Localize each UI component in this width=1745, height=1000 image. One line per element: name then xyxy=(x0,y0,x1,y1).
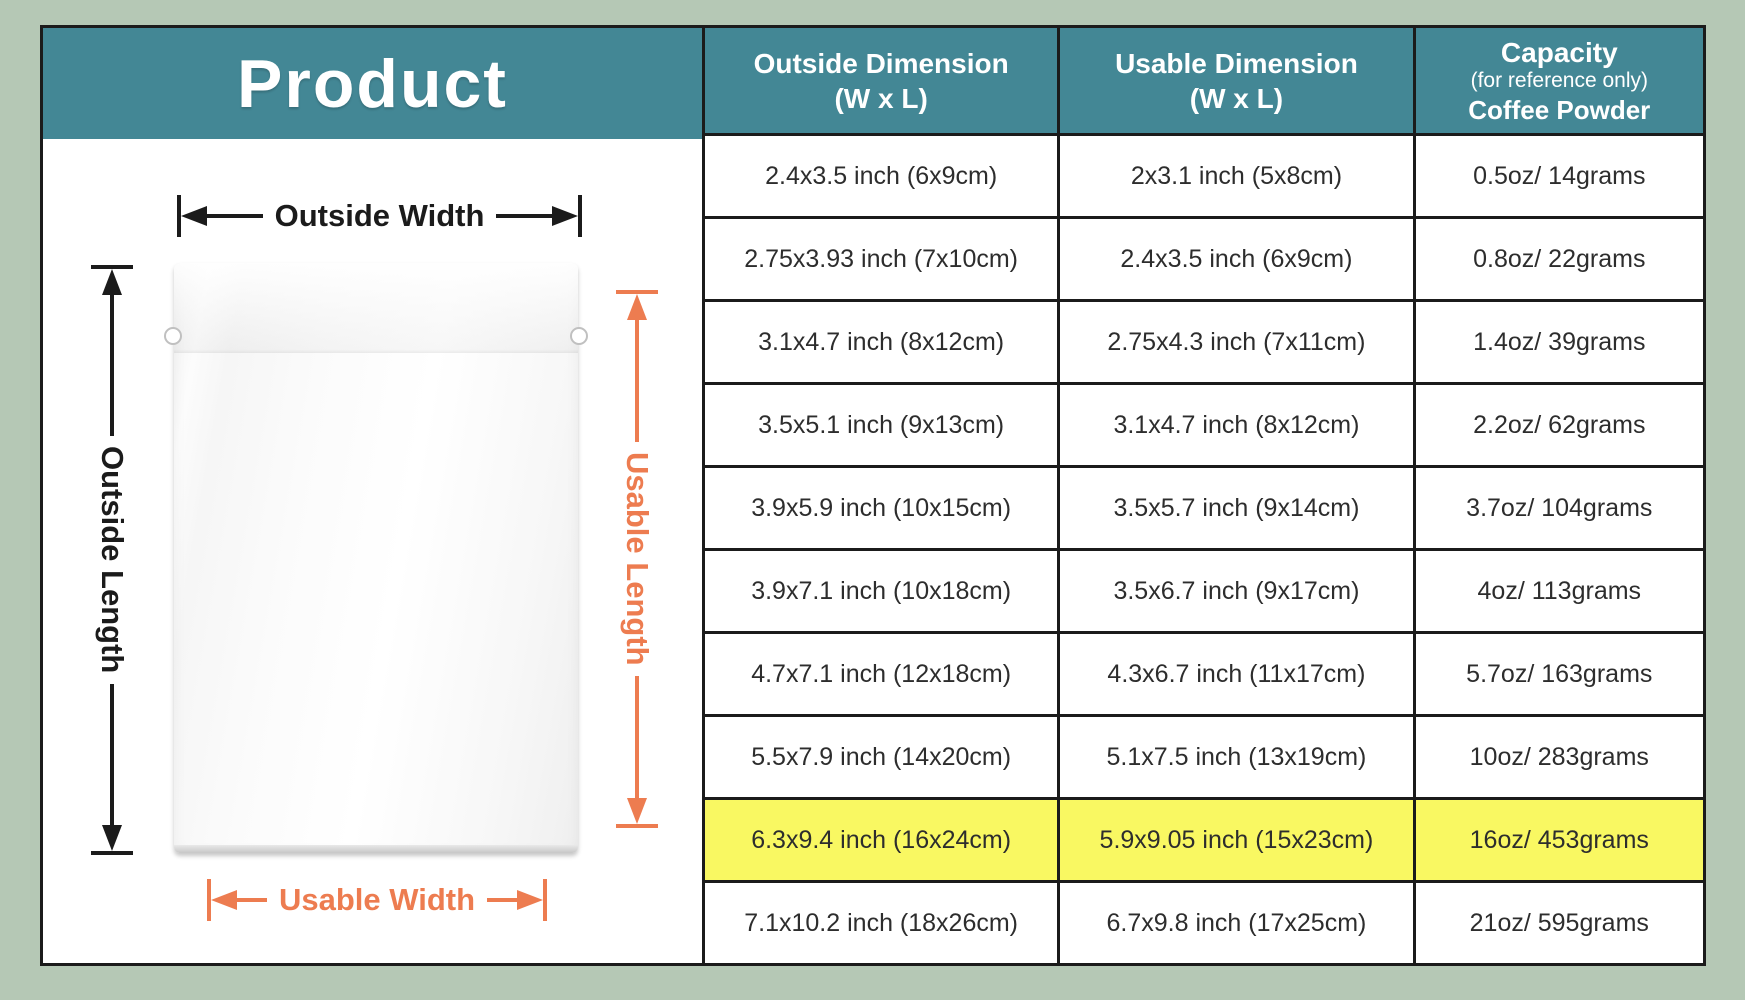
product-size-chart: Product Outside Width O xyxy=(40,25,1706,966)
cell-capacity: 5.7oz/ 163grams xyxy=(1415,634,1703,714)
header-cell-outside-dimension: Outside Dimension (W x L) xyxy=(705,28,1058,133)
cell-capacity: 4oz/ 113grams xyxy=(1415,551,1703,631)
cell-capacity: 21oz/ 595grams xyxy=(1415,883,1703,963)
arrow-end-tick xyxy=(91,265,133,269)
product-header: Product xyxy=(43,28,702,139)
arrow-end-tick xyxy=(616,290,658,294)
cell-usable-dimension: 4.3x6.7 inch (11x17cm) xyxy=(1060,634,1413,714)
arrow-line xyxy=(110,295,114,437)
cell-outside-dimension: 5.5x7.9 inch (14x20cm) xyxy=(705,717,1058,797)
cell-usable-dimension: 2.75x4.3 inch (7x11cm) xyxy=(1060,302,1413,382)
cell-usable-dimension: 3.5x5.7 inch (9x14cm) xyxy=(1060,468,1413,548)
cell-outside-dimension: 3.5x5.1 inch (9x13cm) xyxy=(705,385,1058,465)
arrow-end-tick xyxy=(543,879,548,921)
column-title: Usable Dimension xyxy=(1115,47,1358,79)
cell-usable-dimension: 3.5x6.7 inch (9x17cm) xyxy=(1060,551,1413,631)
cell-usable-dimension: 6.7x9.8 inch (17x25cm) xyxy=(1060,883,1413,963)
cell-capacity: 10oz/ 283grams xyxy=(1415,717,1703,797)
arrow-end-tick xyxy=(177,195,181,237)
cell-capacity: 1.4oz/ 39grams xyxy=(1415,302,1703,382)
arrow-line xyxy=(635,675,639,798)
arrow-line xyxy=(110,683,114,826)
tear-notch-left-icon xyxy=(164,327,182,345)
arrow-line xyxy=(237,898,267,902)
column-subtitle2: Coffee Powder xyxy=(1468,94,1651,125)
arrow-right-icon xyxy=(517,890,544,910)
cell-usable-dimension: 2x3.1 inch (5x8cm) xyxy=(1060,136,1413,216)
cell-capacity: 16oz/ 453grams xyxy=(1415,800,1703,880)
arrow-end-tick xyxy=(91,851,133,856)
arrow-left-icon xyxy=(181,206,207,226)
usable-width-label: Usable Width xyxy=(278,882,476,917)
pouch-bag-image xyxy=(164,263,588,853)
arrow-up-icon xyxy=(627,294,647,320)
bag-dimension-diagram: Outside Width Outside Length Usa xyxy=(43,139,702,963)
cell-outside-dimension: 3.9x5.9 inch (10x15cm) xyxy=(705,468,1058,548)
cell-capacity: 0.8oz/ 22grams xyxy=(1415,219,1703,299)
arrow-line xyxy=(487,898,518,902)
outside-length-arrow: Outside Length xyxy=(90,265,134,856)
header-cell-capacity: Capacity (for reference only) Coffee Pow… xyxy=(1415,28,1703,133)
header-cell-usable-dimension: Usable Dimension (W x L) xyxy=(1060,28,1413,133)
column-subtitle: (W x L) xyxy=(1189,82,1284,114)
arrow-up-icon xyxy=(102,269,122,295)
arrow-line xyxy=(207,214,263,218)
cell-capacity: 2.2oz/ 62grams xyxy=(1415,385,1703,465)
arrow-right-icon xyxy=(552,206,578,226)
outside-length-label: Outside Length xyxy=(95,446,130,674)
arrow-line xyxy=(635,320,639,443)
arrow-end-tick xyxy=(616,824,658,828)
cell-outside-dimension: 2.75x3.93 inch (7x10cm) xyxy=(705,219,1058,299)
tear-notch-right-icon xyxy=(570,327,588,345)
cell-usable-dimension: 2.4x3.5 inch (6x9cm) xyxy=(1060,219,1413,299)
arrow-down-icon xyxy=(627,798,647,824)
arrow-line xyxy=(496,214,552,218)
product-title: Product xyxy=(237,45,508,122)
usable-length-arrow: Usable Length xyxy=(615,290,659,828)
cell-outside-dimension: 2.4x3.5 inch (6x9cm) xyxy=(705,136,1058,216)
usable-length-label: Usable Length xyxy=(620,452,655,666)
arrow-end-tick xyxy=(578,195,582,237)
cell-outside-dimension: 3.1x4.7 inch (8x12cm) xyxy=(705,302,1058,382)
column-subtitle: (for reference only) xyxy=(1470,68,1648,92)
cell-outside-dimension: 3.9x7.1 inch (10x18cm) xyxy=(705,551,1058,631)
cell-usable-dimension: 5.1x7.5 inch (13x19cm) xyxy=(1060,717,1413,797)
cell-outside-dimension: 4.7x7.1 inch (12x18cm) xyxy=(705,634,1058,714)
cell-outside-dimension: 6.3x9.4 inch (16x24cm) xyxy=(705,800,1058,880)
cell-usable-dimension: 3.1x4.7 inch (8x12cm) xyxy=(1060,385,1413,465)
column-subtitle: (W x L) xyxy=(834,82,928,114)
size-table: Outside Dimension (W x L) Usable Dimensi… xyxy=(705,28,1703,963)
arrow-down-icon xyxy=(102,825,122,852)
usable-width-arrow: Usable Width xyxy=(207,878,548,922)
outside-width-label: Outside Width xyxy=(274,198,485,233)
arrow-left-icon xyxy=(211,890,237,910)
cell-capacity: 3.7oz/ 104grams xyxy=(1415,468,1703,548)
arrow-end-tick xyxy=(207,879,211,921)
product-panel: Product Outside Width O xyxy=(43,28,705,963)
outside-width-arrow: Outside Width xyxy=(177,194,582,238)
cell-usable-dimension: 5.9x9.05 inch (15x23cm) xyxy=(1060,800,1413,880)
cell-outside-dimension: 7.1x10.2 inch (18x26cm) xyxy=(705,883,1058,963)
column-title: Capacity xyxy=(1500,36,1618,68)
column-title: Outside Dimension xyxy=(753,47,1009,79)
cell-capacity: 0.5oz/ 14grams xyxy=(1415,136,1703,216)
